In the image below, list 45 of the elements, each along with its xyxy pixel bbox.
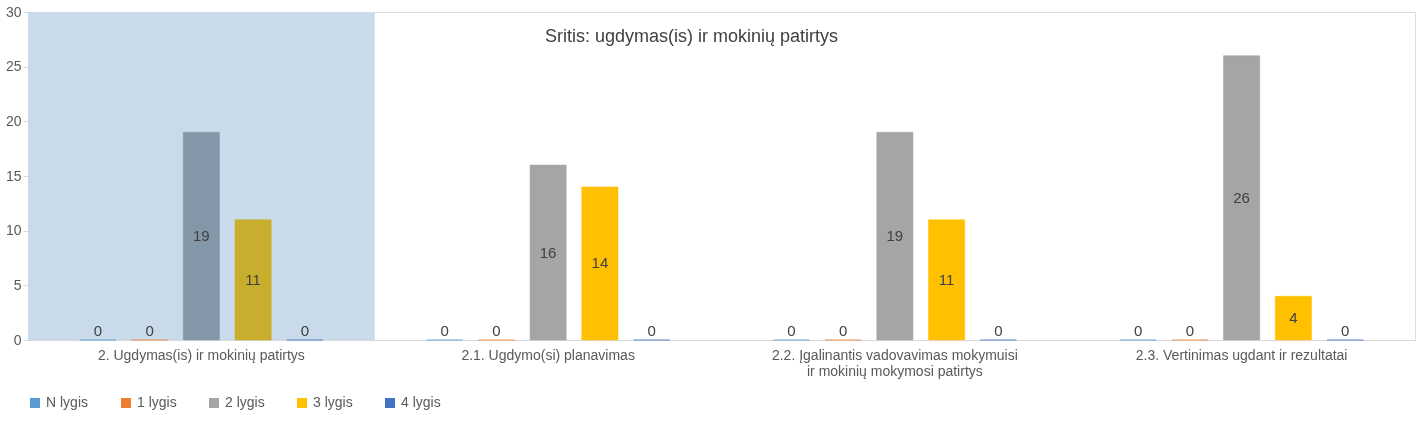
legend-label: 2 lygis (225, 394, 265, 410)
bar (876, 132, 914, 341)
data-label: 26 (1233, 188, 1250, 206)
x-tick-label: 2.1. Ugdymo(si) planavimas (461, 346, 635, 363)
text: Sritis: ugdymas(is) ir mokinių patirtys (544, 26, 839, 46)
y-tick-label: 0 (13, 331, 22, 348)
y-tick-label: 25 (5, 58, 22, 75)
data-label: 11 (938, 270, 955, 288)
data-label: 0 (145, 322, 154, 339)
data-label: 0 (300, 322, 310, 339)
data-label: 0 (492, 322, 501, 339)
data-label: 19 (886, 227, 904, 245)
data-label: 0 (1340, 322, 1350, 339)
data-label: 16 (539, 243, 557, 261)
data-label: 0 (93, 322, 103, 339)
y-tick-label: 30 (5, 3, 22, 20)
y-tick-label: 10 (5, 222, 22, 239)
data-label: 14 (591, 254, 609, 272)
legend-label: 3 lygis (313, 394, 353, 410)
bar (1223, 55, 1260, 341)
data-label: 0 (787, 322, 796, 339)
bar (183, 132, 220, 341)
data-label: 4 (1289, 309, 1298, 327)
data-label: 0 (440, 322, 449, 339)
data-label: 0 (838, 322, 848, 339)
bar (581, 186, 619, 341)
x-tick-label: 2. Ugdymas(is) ir mokinių patirtys (97, 346, 305, 363)
y-tick-label: 15 (5, 167, 22, 184)
y-tick-label: 5 (13, 276, 22, 293)
bar (529, 164, 567, 341)
y-tick-label: 20 (5, 112, 22, 129)
bar (928, 219, 965, 341)
data-label: 0 (1133, 322, 1143, 339)
data-label: 11 (245, 270, 261, 288)
data-label: 0 (1185, 322, 1195, 339)
data-label: 0 (647, 322, 656, 339)
bar (234, 219, 272, 341)
x-tick-label: 2.2. Įgalinantis vadovavimas mokymuisi ir mokinių mokymosi patirtys (771, 346, 1018, 379)
data-label: 0 (994, 322, 1003, 339)
bar (1275, 296, 1312, 341)
x-tick-label: 2.3. Vertinimas ugdant ir rezultatai (1135, 346, 1348, 363)
data-label: 19 (193, 227, 210, 245)
legend-label: N lygis (46, 394, 89, 410)
legend-label: 4 lygis (401, 394, 441, 410)
legend-label: 1 lygis (137, 394, 177, 410)
